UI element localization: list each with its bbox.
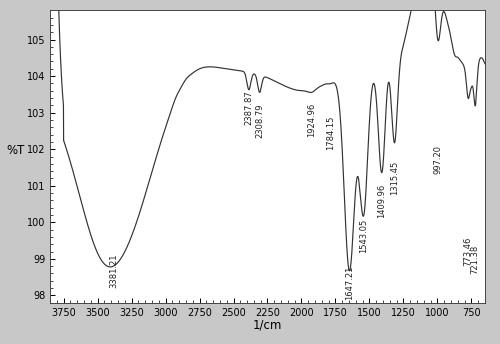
Text: 2308.79: 2308.79	[255, 104, 264, 138]
Text: 1315.45: 1315.45	[390, 161, 399, 195]
Text: 2387.87: 2387.87	[244, 91, 254, 126]
Text: 1784.15: 1784.15	[326, 116, 336, 150]
Text: 1543.05: 1543.05	[359, 219, 368, 253]
Y-axis label: %T: %T	[6, 143, 25, 157]
Text: 773.46: 773.46	[464, 236, 472, 266]
Text: 721.38: 721.38	[471, 245, 480, 274]
Text: 997.20: 997.20	[434, 145, 442, 174]
Text: 3381.21: 3381.21	[109, 254, 118, 288]
X-axis label: 1/cm: 1/cm	[253, 319, 282, 332]
Text: 1647.21: 1647.21	[345, 266, 354, 300]
Text: 1924.96: 1924.96	[307, 103, 316, 137]
Text: 1409.96: 1409.96	[377, 184, 386, 218]
